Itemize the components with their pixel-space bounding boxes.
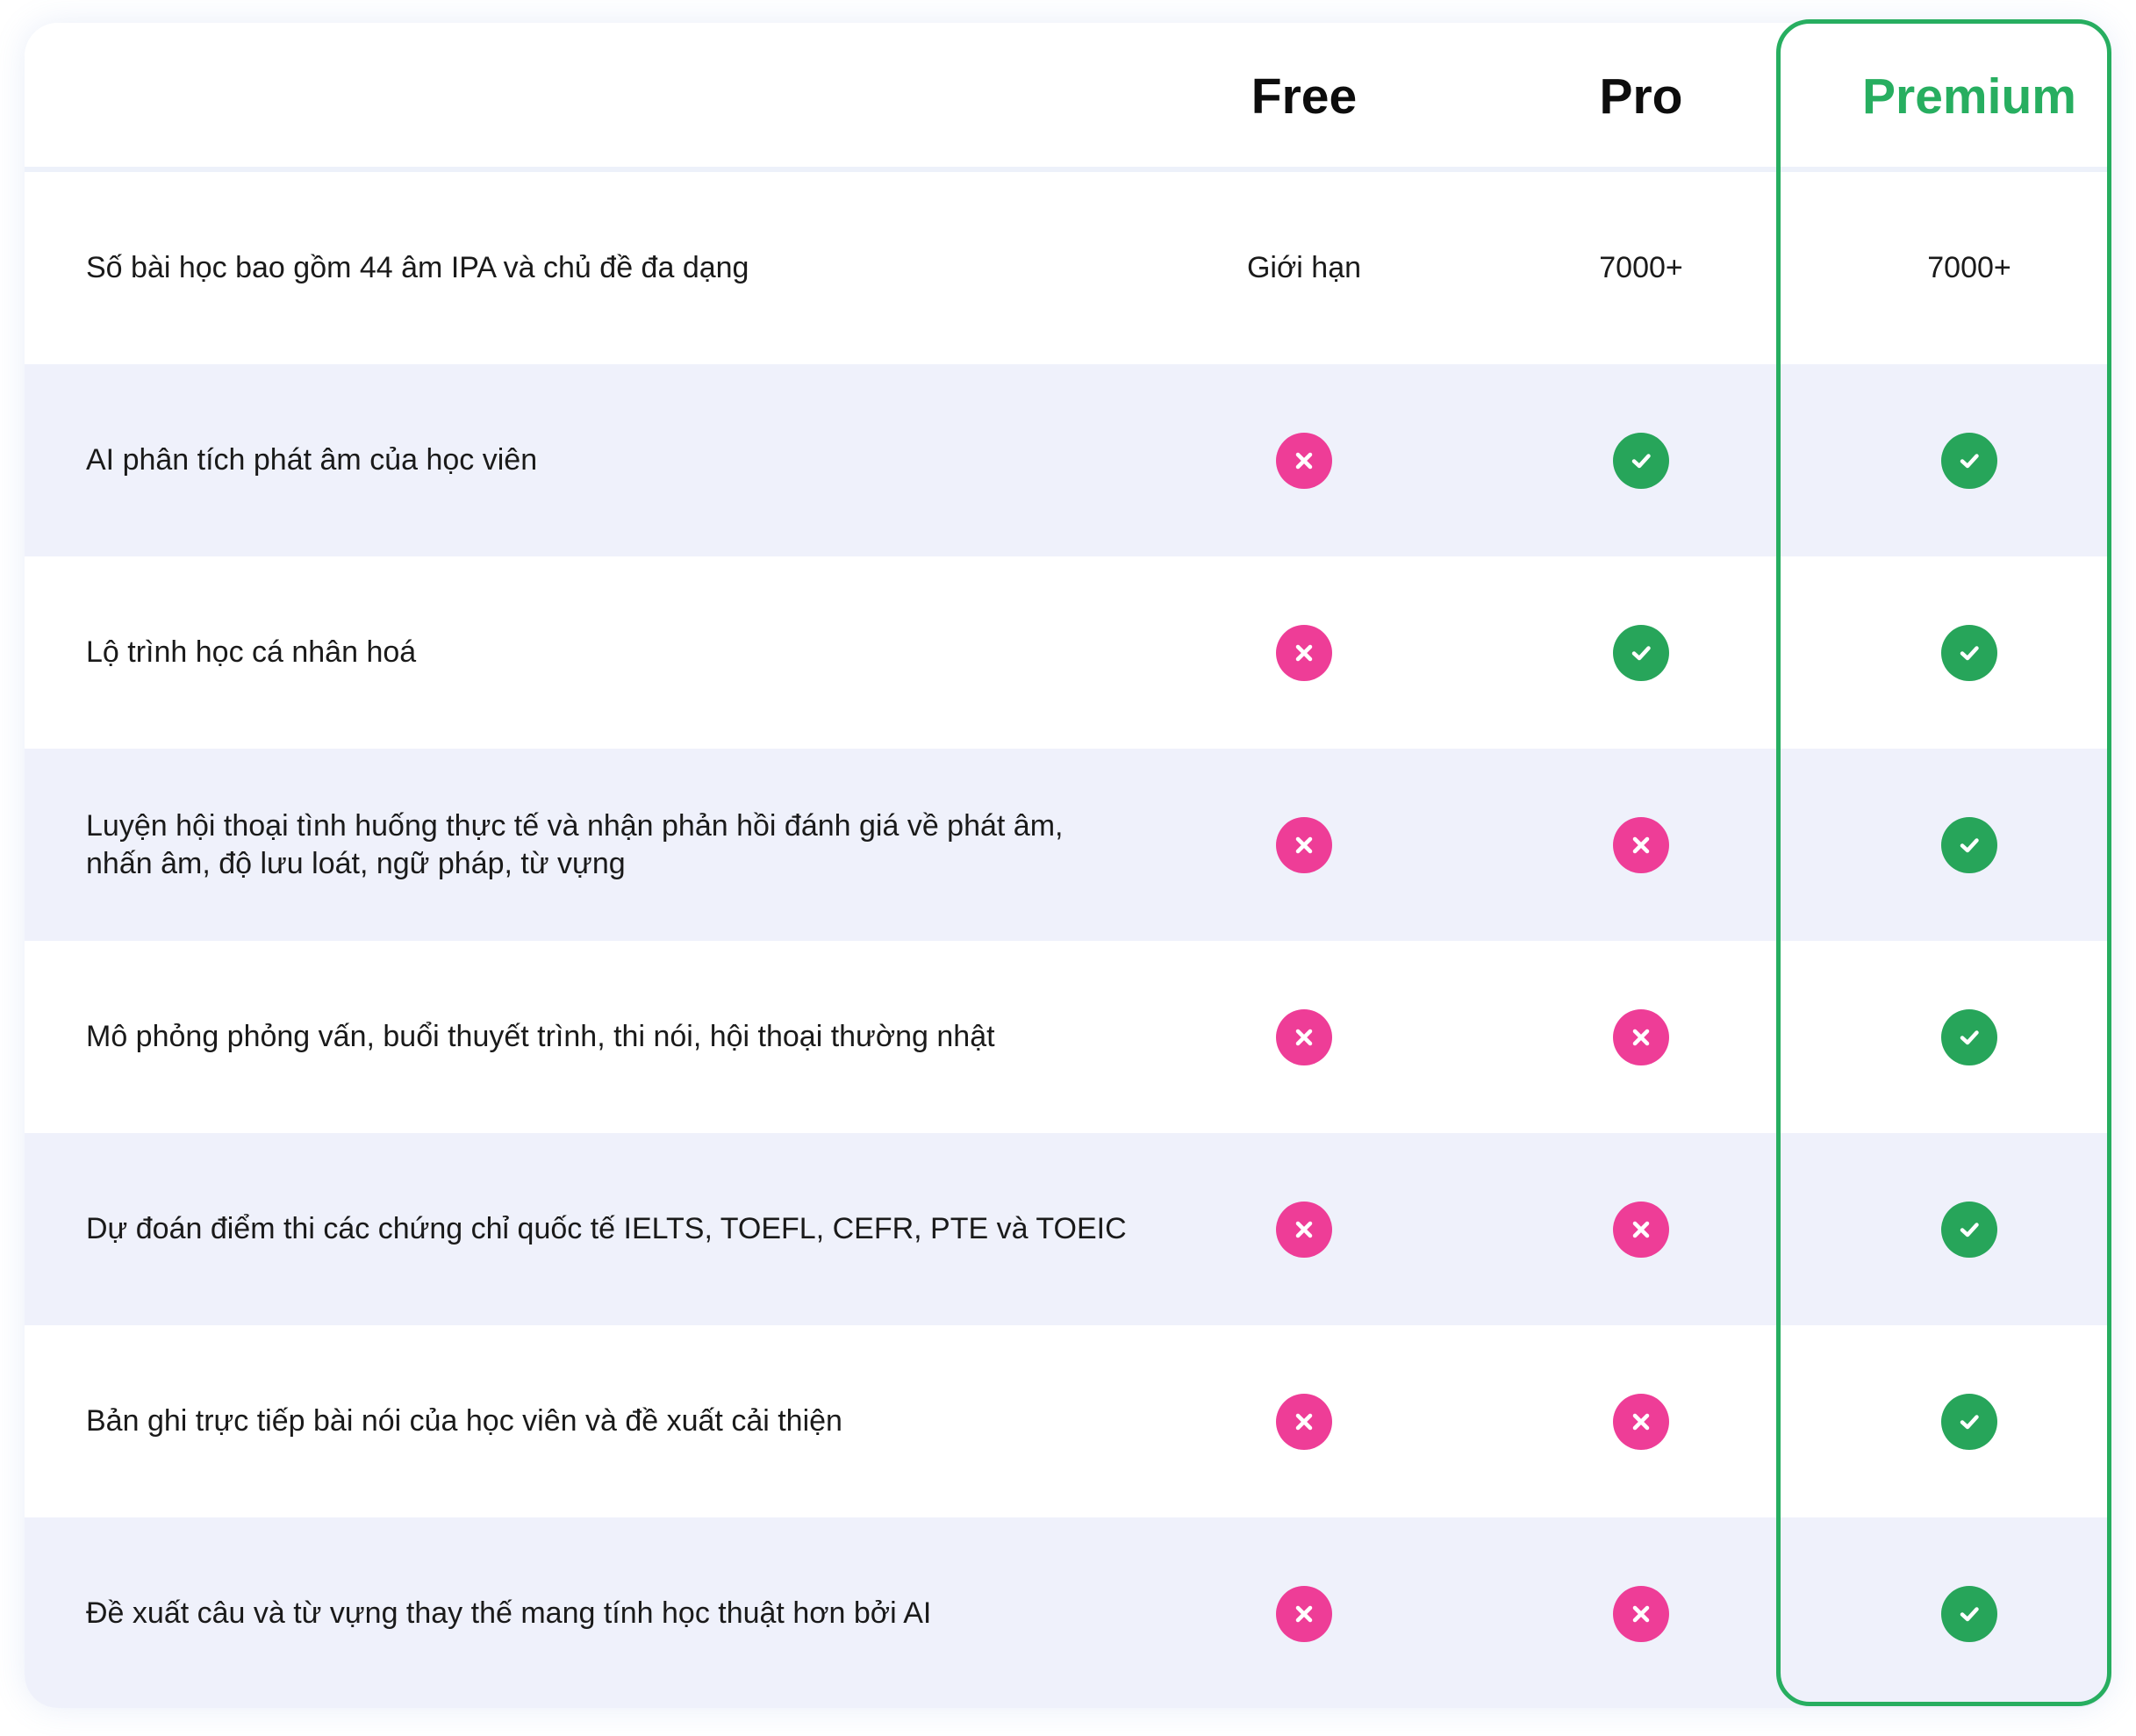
x-circle-icon [1613,1008,1669,1065]
table-row: Đề xuất câu và từ vựng thay thế mang tín… [25,1517,2111,1708]
cell-free [1137,1325,1471,1517]
x-circle-icon [1276,1393,1332,1450]
check-circle-icon [1941,1585,1997,1642]
x-circle-icon [1276,624,1332,681]
cell-free [1137,1517,1471,1708]
x-circle-icon [1276,432,1332,489]
cell-value: 7000+ [1927,251,2011,284]
cell-free [1137,749,1471,941]
feature-label: Luyện hội thoại tình huống thực tế và nh… [86,808,1064,880]
check-circle-icon [1941,432,1997,489]
cell-premium [1803,941,2111,1133]
feature-label: AI phân tích phát âm của học viên [86,443,538,477]
cell-premium [1803,364,2111,556]
table-row: AI phân tích phát âm của học viên [25,364,2111,556]
table-row: Dự đoán điểm thi các chứng chỉ quốc tế I… [25,1133,2111,1325]
cell-premium [1803,749,2111,941]
feature-label: Dự đoán điểm thi các chứng chỉ quốc tế I… [86,1212,1127,1245]
cell-pro [1474,941,1808,1133]
plan-title-free: Free [1251,68,1358,125]
table-row: Bản ghi trực tiếp bài nói của học viên v… [25,1325,2111,1517]
check-circle-icon [1941,1393,1997,1450]
cell-pro [1474,749,1808,941]
cell-pro [1474,1133,1808,1325]
table-row: Số bài học bao gồm 44 âm IPA và chủ đề đ… [25,172,2111,364]
cell-premium [1803,1325,2111,1517]
cell-free: Giới hạn [1137,172,1471,364]
plan-title-pro: Pro [1599,68,1683,125]
cell-free [1137,364,1471,556]
cell-premium [1803,1517,2111,1708]
check-circle-icon [1613,432,1669,489]
feature-label: Bản ghi trực tiếp bài nói của học viên v… [86,1404,842,1438]
plan-title-premium: Premium [1862,68,2076,125]
x-circle-icon [1613,1201,1669,1258]
x-circle-icon [1276,816,1332,873]
comparison-table: Free Pro Premium Số bài học bao gồm 44 â… [25,23,2111,1708]
cell-free [1137,941,1471,1133]
check-circle-icon [1941,1008,1997,1065]
check-circle-icon [1613,624,1669,681]
cell-free [1137,1133,1471,1325]
check-circle-icon [1941,1201,1997,1258]
cell-free [1137,556,1471,749]
x-circle-icon [1613,1585,1669,1642]
feature-label: Mô phỏng phỏng vấn, buổi thuyết trình, t… [86,1020,995,1053]
cell-pro [1474,364,1808,556]
x-circle-icon [1276,1201,1332,1258]
x-circle-icon [1276,1008,1332,1065]
cell-value: Giới hạn [1246,251,1362,284]
cell-premium: 7000+ [1803,172,2111,364]
feature-label: Lộ trình học cá nhân hoá [86,635,417,669]
table-header: Free Pro Premium [25,23,2111,172]
feature-label: Số bài học bao gồm 44 âm IPA và chủ đề đ… [86,251,749,284]
x-circle-icon [1276,1585,1332,1642]
cell-value: 7000+ [1599,251,1683,284]
check-circle-icon [1941,624,1997,681]
cell-premium [1803,1133,2111,1325]
table-row: Mô phỏng phỏng vấn, buổi thuyết trình, t… [25,941,2111,1133]
table-row: Luyện hội thoại tình huống thực tế và nh… [25,749,2111,941]
x-circle-icon [1613,1393,1669,1450]
cell-pro: 7000+ [1474,172,1808,364]
cell-pro [1474,556,1808,749]
feature-label: Đề xuất câu và từ vựng thay thế mang tín… [86,1596,932,1630]
cell-pro [1474,1325,1808,1517]
x-circle-icon [1613,816,1669,873]
cell-premium [1803,556,2111,749]
table-row: Lộ trình học cá nhân hoá [25,556,2111,749]
cell-pro [1474,1517,1808,1708]
check-circle-icon [1941,816,1997,873]
